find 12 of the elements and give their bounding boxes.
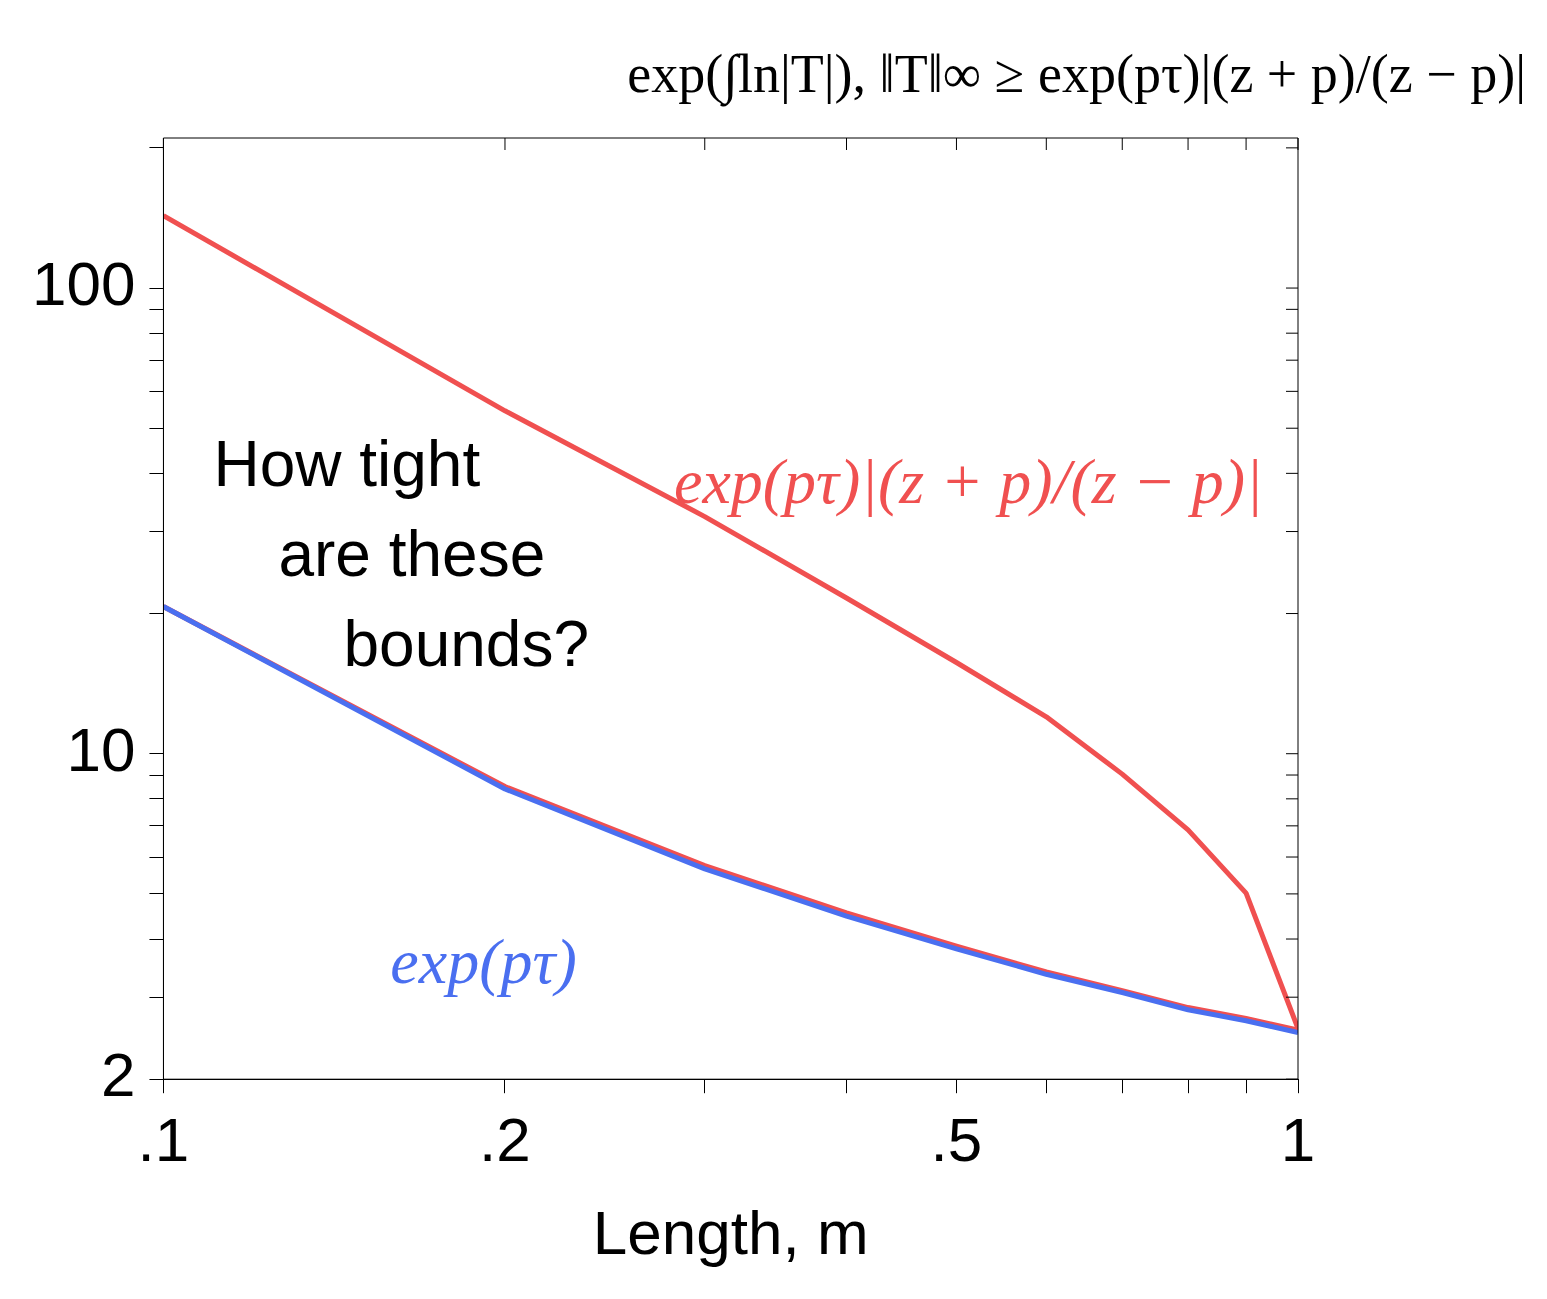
x-tick-label: 1 bbox=[1280, 1105, 1316, 1175]
x-tick-label: .1 bbox=[137, 1105, 190, 1175]
x-tick-label: .5 bbox=[930, 1105, 983, 1175]
y-tick-label: 2 bbox=[100, 1040, 136, 1110]
y-tick-label: 10 bbox=[66, 714, 136, 784]
chart-title: exp(∫ln|T|), ‖T‖∞ ≥ exp(pτ)|(z + p)/(z − p)| bbox=[627, 44, 1526, 108]
series-label: exp(pτ) bbox=[390, 926, 577, 998]
annotation: How tight are these bounds? bbox=[213, 427, 590, 680]
y-tick-label: 100 bbox=[31, 249, 136, 319]
x-axis-title: Length, m bbox=[592, 1197, 869, 1267]
x-tick-label: .2 bbox=[479, 1105, 531, 1175]
series-label: exp(pτ)|(z + p)/(z − p)| bbox=[673, 446, 1263, 518]
